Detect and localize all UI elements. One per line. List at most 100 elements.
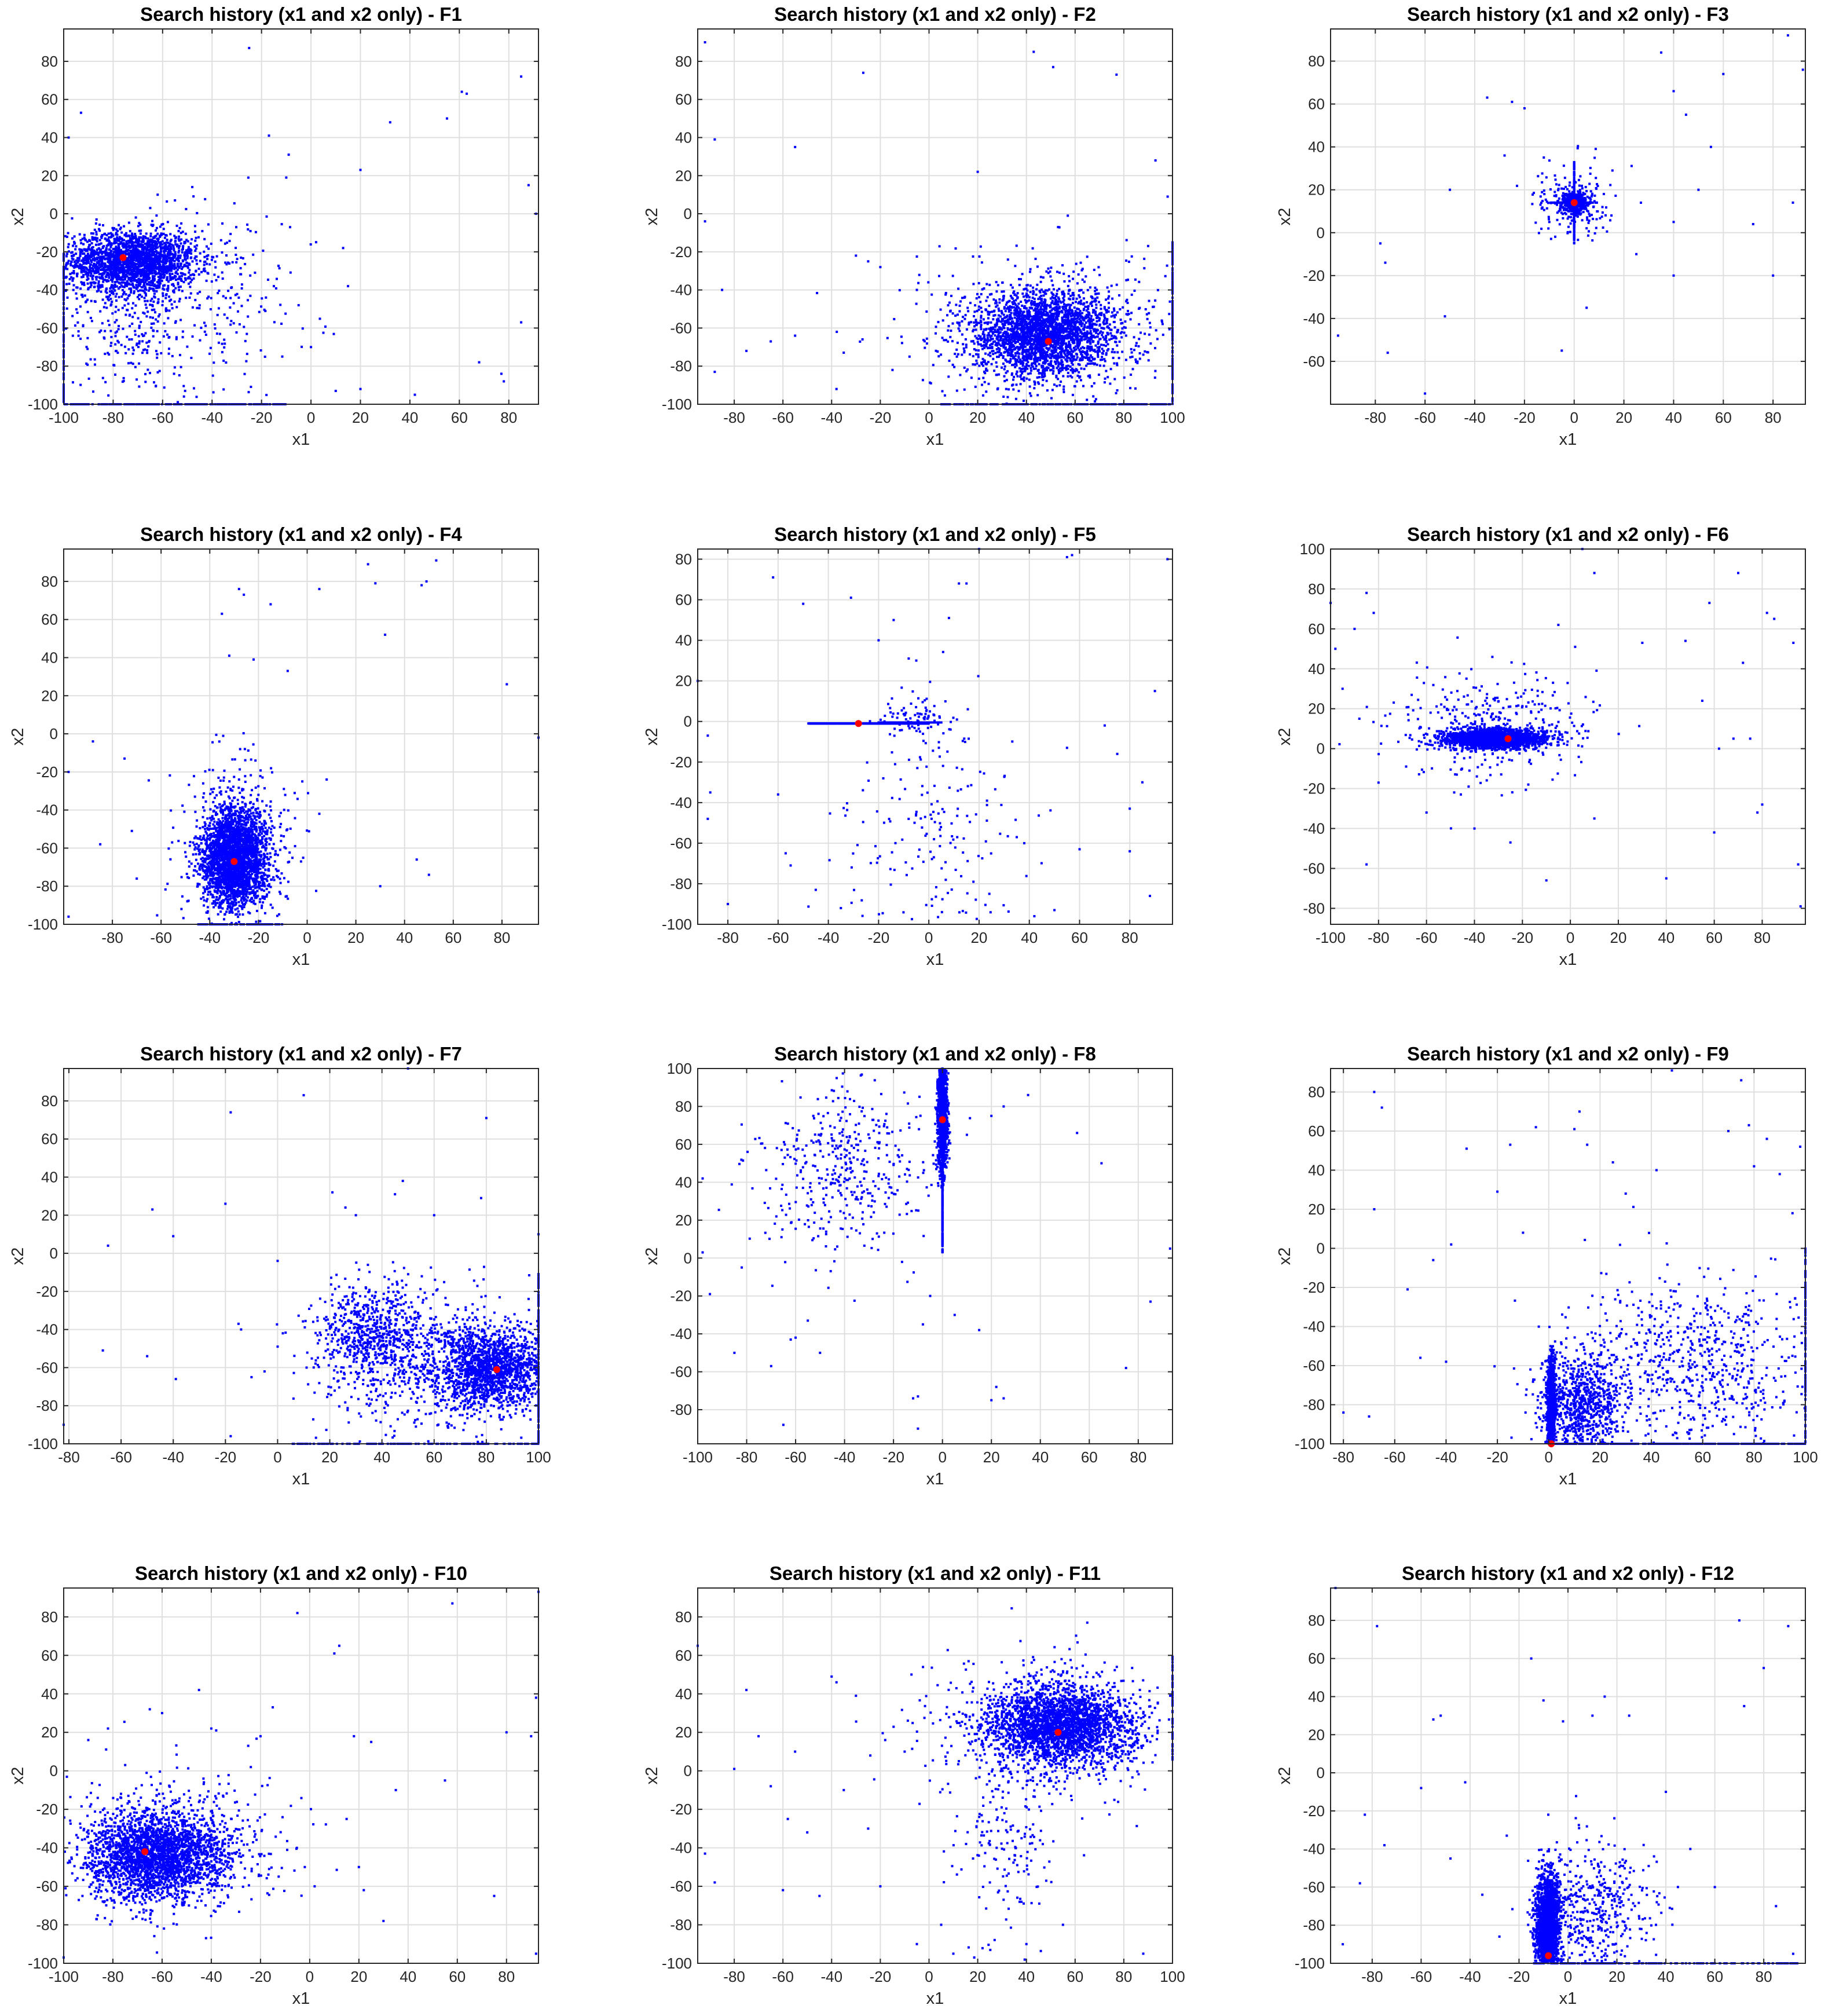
data-point xyxy=(153,323,155,325)
data-point xyxy=(194,299,196,301)
data-point xyxy=(235,226,237,228)
data-point xyxy=(164,269,166,271)
data-point xyxy=(87,311,89,313)
data-point xyxy=(138,255,140,258)
data-point xyxy=(182,336,184,338)
data-point xyxy=(150,247,152,249)
data-point xyxy=(310,243,312,246)
data-point xyxy=(180,243,182,245)
data-point xyxy=(178,236,180,238)
data-point xyxy=(130,270,133,273)
data-point xyxy=(141,295,143,298)
data-point xyxy=(119,236,121,238)
data-point xyxy=(1062,386,1065,388)
data-point xyxy=(204,198,206,200)
data-point xyxy=(179,319,182,321)
data-point xyxy=(76,273,78,275)
data-point xyxy=(156,290,158,292)
data-point xyxy=(131,250,133,253)
data-point xyxy=(193,274,195,276)
data-point xyxy=(184,390,186,392)
data-point xyxy=(1007,354,1009,356)
data-point xyxy=(200,271,203,273)
data-point xyxy=(1100,312,1102,314)
data-point xyxy=(478,361,481,364)
data-point xyxy=(207,224,210,226)
data-point xyxy=(153,268,155,270)
data-point xyxy=(959,305,961,307)
data-point xyxy=(244,263,246,265)
data-point xyxy=(249,295,251,297)
data-point xyxy=(1011,306,1013,309)
data-point xyxy=(102,281,104,283)
data-point xyxy=(932,364,935,366)
data-point xyxy=(223,313,226,316)
data-point xyxy=(182,260,184,262)
data-point xyxy=(101,235,103,237)
data-point xyxy=(285,177,287,179)
data-point xyxy=(188,246,190,248)
data-point xyxy=(324,325,327,328)
data-point xyxy=(163,322,166,324)
data-point xyxy=(97,283,100,285)
data-point xyxy=(1067,372,1069,374)
data-point xyxy=(138,244,140,247)
data-point xyxy=(215,279,218,281)
data-point xyxy=(158,255,160,257)
data-point xyxy=(189,248,192,250)
data-point xyxy=(94,358,96,361)
data-point xyxy=(100,291,102,293)
data-point xyxy=(90,358,92,361)
data-point xyxy=(88,244,90,246)
data-point xyxy=(97,270,99,273)
data-point xyxy=(134,233,136,235)
data-point xyxy=(87,288,89,290)
data-point xyxy=(145,303,147,306)
data-point xyxy=(247,316,249,318)
data-point xyxy=(87,262,90,264)
data-point xyxy=(1007,343,1009,345)
data-point xyxy=(138,279,140,281)
data-point xyxy=(1003,368,1006,371)
data-point xyxy=(240,267,242,269)
data-point xyxy=(196,396,198,398)
data-point xyxy=(237,297,240,299)
data-point xyxy=(118,328,120,330)
data-point xyxy=(160,352,162,354)
data-point xyxy=(83,234,86,236)
data-point xyxy=(1101,347,1104,350)
data-point xyxy=(149,255,151,258)
data-point xyxy=(108,252,111,254)
data-point xyxy=(172,277,174,280)
data-point xyxy=(65,276,67,278)
data-point xyxy=(1072,278,1074,280)
y-tick-label: 80 xyxy=(41,53,58,70)
data-point xyxy=(138,327,141,329)
data-point xyxy=(218,290,220,292)
data-point xyxy=(107,265,109,268)
data-point xyxy=(147,237,149,240)
data-point xyxy=(115,331,117,334)
scatter-panel-f1: -100 -80 -60 -40 -20 0 20 40 60 80-100-80-60-40-2… xyxy=(9,3,538,449)
data-point xyxy=(75,245,78,247)
panel-title: Search history (x1 and x2 only) - F1 xyxy=(140,3,462,25)
data-point xyxy=(335,390,337,392)
data-point xyxy=(144,297,146,299)
data-point xyxy=(162,223,164,225)
data-point xyxy=(96,261,98,264)
data-point xyxy=(213,273,215,276)
data-point xyxy=(1115,314,1117,316)
data-point xyxy=(102,257,104,259)
data-point xyxy=(106,257,108,259)
data-point xyxy=(188,269,190,271)
data-point xyxy=(66,236,68,238)
data-point xyxy=(109,287,111,290)
data-point xyxy=(222,360,225,362)
data-point xyxy=(1098,374,1100,376)
data-point xyxy=(227,262,229,264)
data-point xyxy=(72,258,75,261)
data-point xyxy=(124,352,127,354)
data-point xyxy=(155,247,157,249)
data-point xyxy=(82,243,85,246)
data-point xyxy=(180,222,182,225)
